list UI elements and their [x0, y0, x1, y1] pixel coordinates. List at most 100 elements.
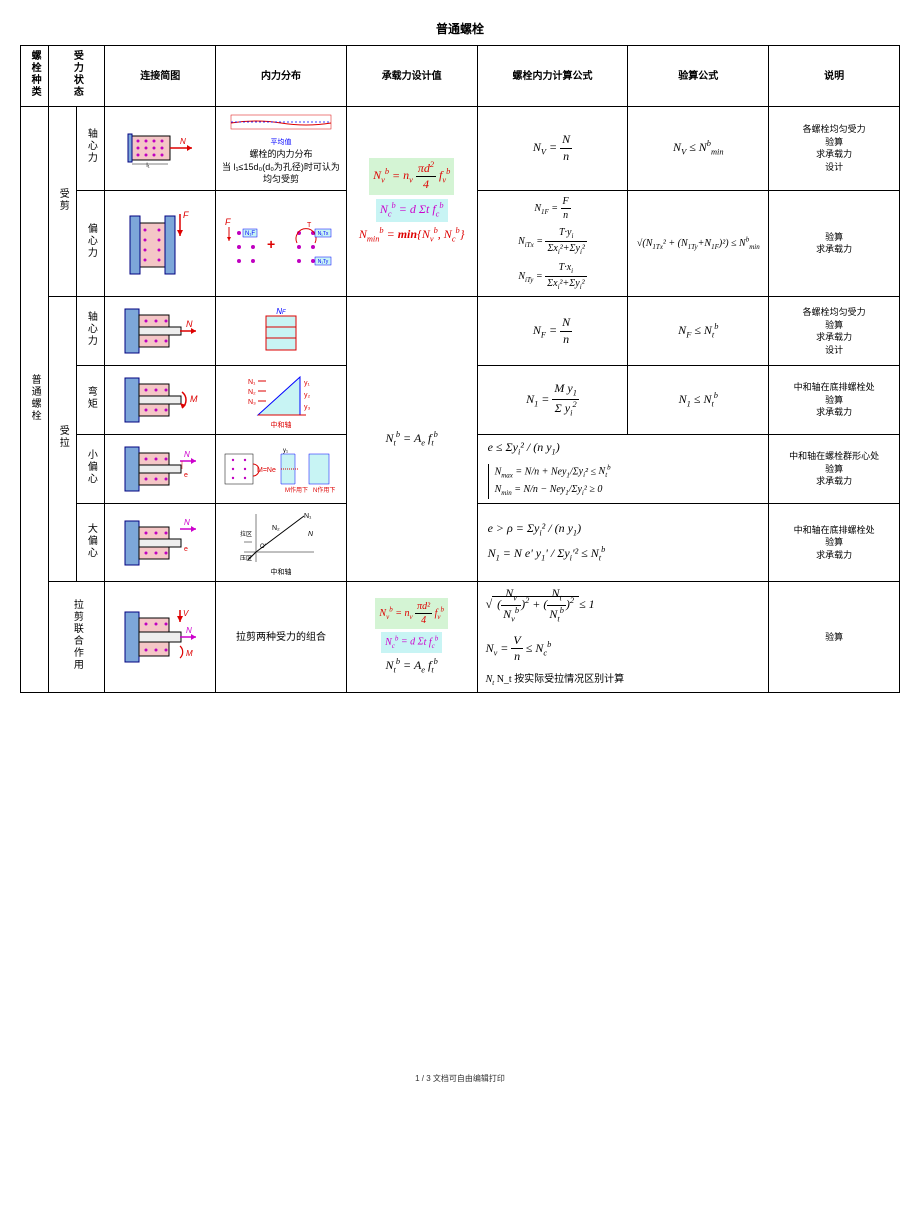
note-cell: 验算 [769, 582, 900, 693]
svg-text:M=Ne: M=Ne [257, 467, 276, 474]
calc-check-cell: e > ρ = Σyi² / (n y1) N1 = N e' y1' / Σy… [477, 504, 769, 582]
svg-text:N: N [186, 319, 193, 329]
moment-dist-icon: N₁ N₂ N₃ y₁ y₂ y₃ [246, 371, 316, 421]
svg-text:N作用下: N作用下 [313, 486, 335, 494]
table-row: 普通螺栓 受剪 轴心力 N l₁ [21, 107, 900, 191]
moment-check: N1 ≤ Ntb [679, 392, 718, 406]
svg-text:F: F [183, 210, 189, 220]
axial-shear-calc: NV = Nn [533, 140, 572, 154]
svg-text:N₁: N₁ [248, 379, 256, 386]
hdr-diagram: 连接简图 [105, 46, 216, 107]
distribution-cell: F N₁F + T N₁Tx [216, 190, 347, 296]
design-value-cell: Nvb = nv πd24 fvb Ncb = d Σt fcb Nminb =… [346, 107, 477, 297]
dist-label-cond: 当 l₁≤15d₀(d₀为孔径)时可认为均匀受剪 [218, 161, 344, 186]
distribution-cell: 拉剪两种受力的组合 [216, 582, 347, 693]
note-cell: 验算 求承载力 [769, 190, 900, 296]
tension-design-formula: Ntb = Ae ftb [386, 431, 438, 445]
hdr-note: 说明 [769, 46, 900, 107]
check-cell: √(N1Tx² + (N1Ty+N1F)²) ≤ Nbmin [628, 190, 769, 296]
calc-cell: NF = Nn [477, 297, 628, 366]
svg-text:N: N [186, 626, 192, 635]
page-footer: 1 / 3 文档可自由编辑打印 [20, 1073, 900, 1084]
svg-text:N: N [184, 450, 190, 459]
combined-check1: √ (NvNvb)2 + (NtNtb)2 ≤ 1 [486, 586, 767, 625]
state-cell: 偏心力 [77, 190, 105, 296]
ecc-shear-calc2: NiTx = T·yiΣxi²+Σyi² [480, 226, 626, 257]
svg-text:l₁: l₁ [147, 163, 150, 168]
ecc-shear-check: √(N1Tx² + (N1Ty+N1F)²) ≤ Nbmin [637, 238, 760, 249]
svg-text:e: e [184, 546, 188, 553]
svg-text:+: + [267, 236, 275, 252]
large-ecc-dist-label: 中和轴 [218, 568, 344, 577]
ecc-shear-calc1: N1F = Fn [480, 195, 626, 222]
check-cell: √ (NvNvb)2 + (NtNtb)2 ≤ 1 Nv = Vn ≤ Ncb … [477, 582, 769, 693]
svg-text:M作用下: M作用下 [285, 486, 308, 494]
bolt-table: 螺栓种类 受力状态 连接简图 内力分布 承载力设计值 螺栓内力计算公式 验算公式… [20, 45, 900, 693]
note-cell: 各螺栓均匀受力 验算 求承载力 设计 [769, 107, 900, 191]
diagram-cell: F [105, 190, 216, 296]
svg-text:压区: 压区 [240, 555, 252, 562]
state-cell: 小偏心 [77, 435, 105, 504]
diagram-cell: N e [105, 504, 216, 582]
combined-diagram-icon: V N M [120, 602, 200, 672]
large-ecc-cond: e > ρ = Σyi² / (n y1) [488, 521, 767, 539]
svg-text:T: T [307, 222, 312, 229]
small-ecc-cond: e ≤ Σyi² / (n y1) [488, 440, 767, 458]
axial-shear-check: NV ≤ Nbmin [673, 140, 724, 154]
combined-check2: Nv = Vn ≤ Ncb [486, 633, 767, 665]
distribution-cell: M=Ne M作用下 N作用下 y₁ [216, 435, 347, 504]
axial-tension-dist-icon: NF [256, 306, 306, 356]
shear-dist-icon [226, 111, 336, 135]
svg-text:N₁: N₁ [304, 513, 312, 520]
state-cell: 轴心力 [77, 107, 105, 191]
small-ecc-dist-icon: M=Ne M作用下 N作用下 y₁ [221, 444, 341, 494]
shear-nv-formula: Nvb = nv πd24 fvb [369, 158, 454, 195]
page-title: 普通螺栓 [20, 20, 900, 37]
hdr-force-state: 受力状态 [49, 46, 105, 107]
check-cell: N1 ≤ Ntb [628, 366, 769, 435]
state-cell: 大偏心 [77, 504, 105, 582]
combined-check3: Nt N_t 按实际受拉情况区别计算 [486, 673, 767, 688]
small-ecc-diagram-icon: N e [120, 439, 200, 499]
shear-nc-formula: Ncb = d Σt fcb [376, 199, 448, 222]
eccentric-shear-diagram-icon: F [125, 208, 195, 278]
check-cell: NV ≤ Nbmin [628, 107, 769, 191]
calc-check-cell: e ≤ Σyi² / (n y1) Nmax = N/n + Ney1/Σyi²… [477, 435, 769, 504]
hdr-distribution: 内力分布 [216, 46, 347, 107]
svg-text:V: V [183, 609, 189, 618]
svg-text:N₂: N₂ [272, 525, 280, 532]
large-ecc-dist-icon: N₁ N₂ N O' 压区 拉区 [236, 508, 326, 568]
svg-text:N: N [180, 137, 186, 146]
svg-text:N₁Ty: N₁Ty [318, 259, 329, 265]
svg-text:y₃: y₃ [304, 404, 311, 411]
distribution-cell: N₁ N₂ N O' 压区 拉区 中和轴 [216, 504, 347, 582]
diagram-cell: N [105, 297, 216, 366]
hdr-bolt-type: 螺栓种类 [21, 46, 49, 107]
header-row: 螺栓种类 受力状态 连接简图 内力分布 承载力设计值 螺栓内力计算公式 验算公式… [21, 46, 900, 107]
shear-nmin-formula: Nminb = min{Nvb, Ncb} [349, 226, 475, 245]
svg-text:N₁F: N₁F [245, 231, 255, 237]
eccentric-dist-icon: F N₁F + T N₁Tx [221, 213, 341, 273]
check-cell: NF ≤ Ntb [628, 297, 769, 366]
svg-text:y₁: y₁ [304, 380, 311, 387]
hdr-calc-formula: 螺栓内力计算公式 [477, 46, 628, 107]
note-cell: 各螺栓均匀受力 验算 求承载力 设计 [769, 297, 900, 366]
diagram-cell: N e [105, 435, 216, 504]
diagram-cell: M [105, 366, 216, 435]
diagram-cell: V N M [105, 582, 216, 693]
distribution-cell: NF [216, 297, 347, 366]
hdr-design-value: 承载力设计值 [346, 46, 477, 107]
note-cell: 中和轴在底排螺栓处 验算 求承载力 [769, 504, 900, 582]
design-value-cell: Ntb = Ae ftb [346, 297, 477, 582]
note-cell: 中和轴在底排螺栓处 验算 求承载力 [769, 366, 900, 435]
svg-text:N₂: N₂ [248, 389, 256, 396]
svg-text:N: N [184, 518, 190, 527]
hdr-check-formula: 验算公式 [628, 46, 769, 107]
combined-nc-formula: Ncb = d Σt fcb [381, 632, 442, 652]
small-ecc-calc-block: Nmax = N/n + Ney1/Σyi² ≤ Ntb Nmin = N/n … [488, 464, 767, 499]
svg-text:y₂: y₂ [304, 392, 311, 399]
state-cell: 拉剪联合作用 [49, 582, 105, 693]
state-cell: 轴心力 [77, 297, 105, 366]
axial-tension-diagram-icon: N [120, 301, 200, 361]
diagram-cell: N l₁ [105, 107, 216, 191]
